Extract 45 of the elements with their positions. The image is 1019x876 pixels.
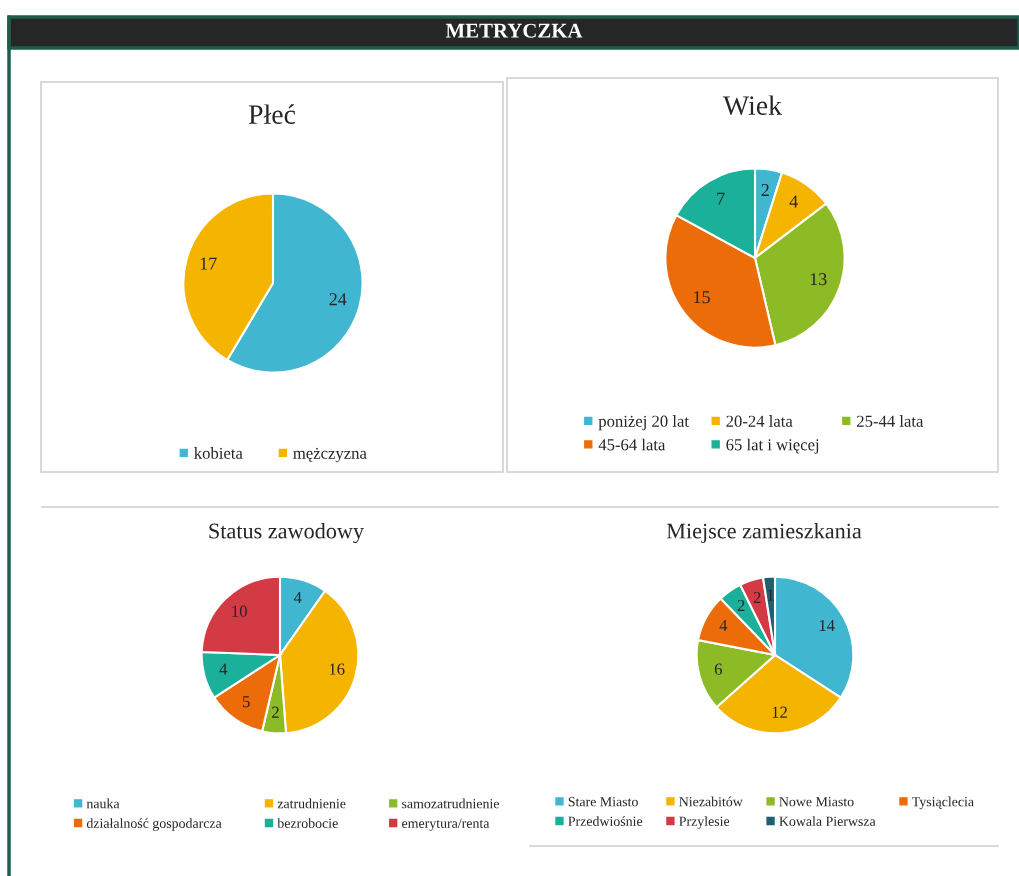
legend-label: 25-44 lata — [857, 415, 924, 427]
data-label: 2 — [272, 706, 279, 718]
chart-title: Status zawodowy — [209, 522, 364, 544]
data-label: 4 — [719, 619, 728, 631]
legend-label: Kowala Pierwsza — [779, 816, 876, 826]
chart-title: Wiek — [723, 95, 783, 116]
legend-label: zatrudnienie — [277, 798, 346, 809]
data-label: 24 — [329, 293, 347, 306]
data-label: 5 — [242, 696, 250, 708]
legend-label: bezrobocie — [277, 818, 338, 828]
legend-label: kobieta — [194, 447, 243, 459]
data-label: 13 — [810, 273, 827, 286]
data-label: 16 — [329, 663, 345, 675]
data-label: 4 — [293, 591, 302, 603]
legend-label: Nowe Miasto — [779, 797, 854, 807]
legend-label: samozatrudnienie — [402, 798, 499, 809]
data-label: 2 — [761, 183, 769, 196]
legend-label: Przedwiośnie — [568, 816, 643, 826]
data-label: 15 — [694, 291, 710, 304]
legend-label: poniżej 20 lat — [598, 415, 689, 431]
data-label: 17 — [200, 257, 217, 270]
data-label: 2 — [737, 599, 745, 611]
data-label: 14 — [819, 619, 835, 631]
data-label: 7 — [717, 192, 725, 205]
data-label: 1 — [767, 589, 774, 601]
data-label: 12 — [772, 706, 787, 718]
legend-label: Niezabitów — [679, 796, 743, 807]
legend-label: emerytura/renta — [402, 818, 490, 831]
legend-label: mężczyzna — [293, 447, 367, 463]
text: METRYCZKA — [445, 23, 583, 38]
legend-label: Stare Miasto — [568, 797, 638, 807]
chart-title: Miejsce zamieszkania — [666, 522, 862, 544]
data-label: 10 — [232, 605, 247, 617]
chart-title: Płeć — [248, 104, 296, 124]
data-label: 4 — [789, 195, 798, 208]
legend-label: 20-24 lata — [726, 415, 793, 427]
data-label: 2 — [753, 591, 761, 603]
legend-label: Tysiąclecia — [912, 796, 974, 810]
data-label: 4 — [219, 663, 228, 675]
legend-label: działalność gospodarcza — [86, 818, 222, 831]
data-label: 6 — [714, 663, 722, 675]
legend-label: 45-64 lata — [598, 438, 666, 451]
legend-label: nauka — [86, 798, 120, 809]
legend-label: 65 lat i więcej — [726, 438, 819, 454]
legend-label: Przylesie — [679, 816, 730, 829]
